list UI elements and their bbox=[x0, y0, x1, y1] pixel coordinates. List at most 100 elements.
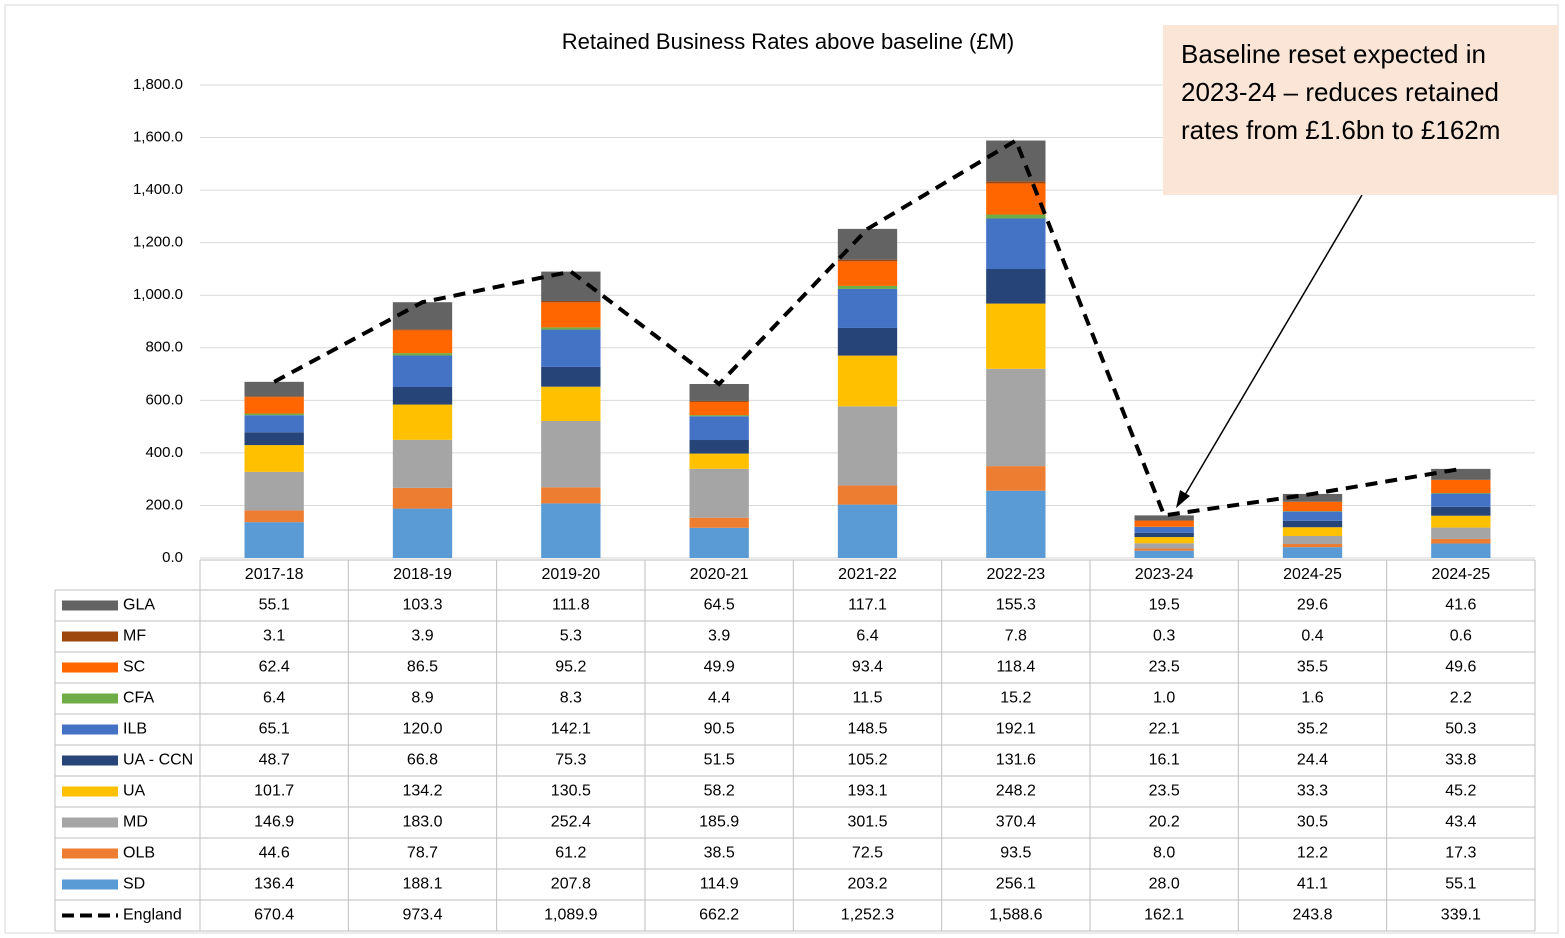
table-cell: 93.5 bbox=[1000, 845, 1031, 862]
table-cell: 90.5 bbox=[704, 721, 735, 738]
table-cell: 3.9 bbox=[411, 628, 433, 645]
table-cell: 3.1 bbox=[263, 628, 285, 645]
table-cell: 6.4 bbox=[856, 628, 878, 645]
table-cell: 15.2 bbox=[1000, 690, 1031, 707]
table-cell: 8.9 bbox=[411, 690, 433, 707]
bar-segment bbox=[541, 366, 601, 387]
table-cell: 66.8 bbox=[407, 752, 438, 769]
bar-segment bbox=[1282, 511, 1343, 521]
bar-segment bbox=[1134, 527, 1194, 533]
table-cell: 370.4 bbox=[996, 814, 1036, 831]
bar-segment bbox=[244, 522, 304, 558]
y-tick-label: 1,800.0 bbox=[133, 76, 183, 93]
table-cell: 62.4 bbox=[259, 659, 290, 676]
table-cell: 146.9 bbox=[254, 814, 294, 831]
table-cell: 58.2 bbox=[704, 783, 735, 800]
table-cell: 30.5 bbox=[1297, 814, 1328, 831]
table-cell: 43.4 bbox=[1445, 814, 1476, 831]
table-cell: 120.0 bbox=[402, 721, 442, 738]
table-cell: 973.4 bbox=[402, 907, 442, 924]
x-tick-label: 2018-19 bbox=[393, 566, 452, 583]
bar-segment bbox=[1282, 501, 1343, 512]
bar-segment bbox=[837, 261, 898, 286]
bar-segment bbox=[1134, 537, 1194, 544]
table-cell: 670.4 bbox=[254, 907, 294, 924]
y-tick-label: 800.0 bbox=[145, 339, 183, 356]
table-cell: 16.1 bbox=[1149, 752, 1180, 769]
legend-swatch bbox=[62, 600, 118, 611]
bar-segment bbox=[244, 415, 304, 433]
bar-segment bbox=[1431, 538, 1491, 544]
bar-segment bbox=[837, 228, 898, 260]
legend-label: MD bbox=[123, 814, 148, 831]
y-tick-label: 1,200.0 bbox=[133, 234, 183, 251]
bar-segment bbox=[244, 445, 304, 472]
table-cell: 248.2 bbox=[996, 783, 1036, 800]
bar-segment bbox=[986, 466, 1046, 491]
chart-border bbox=[4, 4, 1559, 934]
table-cell: 103.3 bbox=[402, 597, 442, 614]
bar-segment bbox=[392, 302, 453, 330]
bar-segment bbox=[1282, 547, 1343, 558]
table-cell: 193.1 bbox=[847, 783, 887, 800]
bar-segment bbox=[837, 355, 898, 407]
table-cell: 23.5 bbox=[1149, 783, 1180, 800]
bar-segment bbox=[392, 386, 453, 405]
table-cell: 162.1 bbox=[1144, 907, 1184, 924]
table-cell: 0.3 bbox=[1153, 628, 1175, 645]
table-cell: 64.5 bbox=[704, 597, 735, 614]
bar-segment bbox=[689, 527, 749, 558]
bar-segment bbox=[1431, 493, 1491, 494]
legend-swatch bbox=[62, 693, 118, 704]
legend-label: UA - CCN bbox=[123, 752, 193, 769]
y-tick-label: 1,600.0 bbox=[133, 129, 183, 146]
table-cell: 49.9 bbox=[704, 659, 735, 676]
table-cell: 1,089.9 bbox=[544, 907, 597, 924]
legend-label: UA bbox=[123, 783, 146, 800]
legend-label: SC bbox=[123, 659, 145, 676]
bar-segment bbox=[1282, 520, 1343, 528]
table-cell: 55.1 bbox=[1445, 876, 1476, 893]
bar-segment bbox=[837, 406, 898, 486]
table-cell: 28.0 bbox=[1149, 876, 1180, 893]
table-cell: 339.1 bbox=[1441, 907, 1481, 924]
bar-segment bbox=[392, 508, 453, 558]
table-cell: 38.5 bbox=[704, 845, 735, 862]
bar-segment bbox=[541, 420, 601, 488]
table-cell: 35.5 bbox=[1297, 659, 1328, 676]
table-cell: 50.3 bbox=[1445, 721, 1476, 738]
y-tick-label: 600.0 bbox=[145, 391, 183, 408]
legend-swatch bbox=[62, 631, 118, 642]
table-cell: 7.8 bbox=[1005, 628, 1027, 645]
table-cell: 136.4 bbox=[254, 876, 294, 893]
table-cell: 35.2 bbox=[1297, 721, 1328, 738]
y-tick-label: 200.0 bbox=[145, 496, 183, 513]
bar-segment bbox=[392, 404, 453, 440]
bar-segment bbox=[541, 487, 601, 504]
bar-segment bbox=[837, 259, 898, 262]
table-cell: 75.3 bbox=[555, 752, 586, 769]
legend-label: GLA bbox=[123, 597, 155, 614]
bar-segment bbox=[1431, 527, 1491, 539]
table-cell: 1,252.3 bbox=[841, 907, 894, 924]
x-tick-label: 2021-22 bbox=[838, 566, 897, 583]
table-cell: 11.5 bbox=[853, 690, 883, 707]
table-cell: 0.4 bbox=[1301, 628, 1323, 645]
table-cell: 155.3 bbox=[996, 597, 1036, 614]
bar-segment bbox=[689, 468, 749, 518]
bar-segment bbox=[1282, 493, 1343, 502]
table-cell: 117.1 bbox=[848, 597, 887, 614]
table-cell: 4.4 bbox=[708, 690, 730, 707]
table-cell: 61.2 bbox=[555, 845, 586, 862]
table-cell: 95.2 bbox=[555, 659, 586, 676]
legend-label: CFA bbox=[123, 690, 154, 707]
bar-segment bbox=[986, 268, 1046, 304]
bar-segment bbox=[541, 329, 601, 367]
bar-segment bbox=[1134, 520, 1194, 527]
y-tick-label: 0.0 bbox=[162, 549, 183, 566]
bar-segment bbox=[1431, 468, 1491, 480]
table-cell: 1,588.6 bbox=[989, 907, 1042, 924]
legend-swatch bbox=[62, 817, 118, 828]
table-cell: 41.6 bbox=[1445, 597, 1476, 614]
table-cell: 188.1 bbox=[402, 876, 442, 893]
